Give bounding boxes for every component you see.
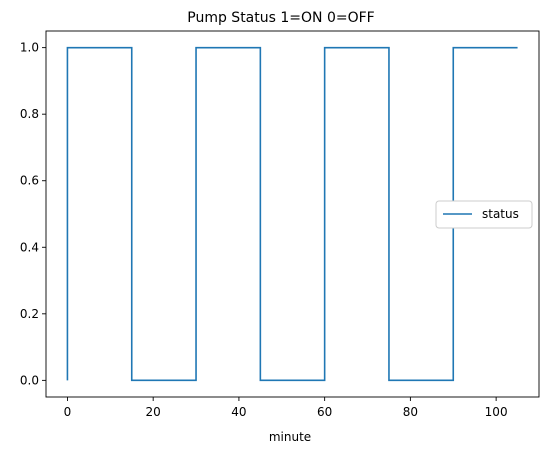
y-axis: 0.0 0.2 0.4 0.6 0.8 1.0 xyxy=(20,41,46,387)
chart-title: Pump Status 1=ON 0=OFF xyxy=(187,10,374,26)
y-tick-label: 0.2 xyxy=(20,307,39,321)
legend-label-status: status xyxy=(482,207,519,221)
y-tick-label: 0.8 xyxy=(20,107,39,121)
x-tick-label: 40 xyxy=(231,405,246,419)
plot-area-frame xyxy=(45,30,540,398)
legend-box xyxy=(435,200,533,229)
x-tick-label: 60 xyxy=(317,405,332,419)
x-tick-label: 100 xyxy=(485,405,508,419)
series-layer xyxy=(66,46,518,382)
x-axis: 0 20 40 60 80 100 xyxy=(64,397,508,419)
y-tick-label: 0.6 xyxy=(20,174,39,188)
x-axis-label: minute xyxy=(269,430,311,444)
x-tick-label: 20 xyxy=(146,405,161,419)
legend: status xyxy=(435,200,533,229)
x-tick-label: 80 xyxy=(403,405,418,419)
y-tick-label: 0.0 xyxy=(20,373,39,387)
x-tick-label: 0 xyxy=(64,405,72,419)
y-tick-label: 1.0 xyxy=(20,41,39,55)
y-tick-label: 0.4 xyxy=(20,240,39,254)
series-line-status xyxy=(66,46,518,382)
